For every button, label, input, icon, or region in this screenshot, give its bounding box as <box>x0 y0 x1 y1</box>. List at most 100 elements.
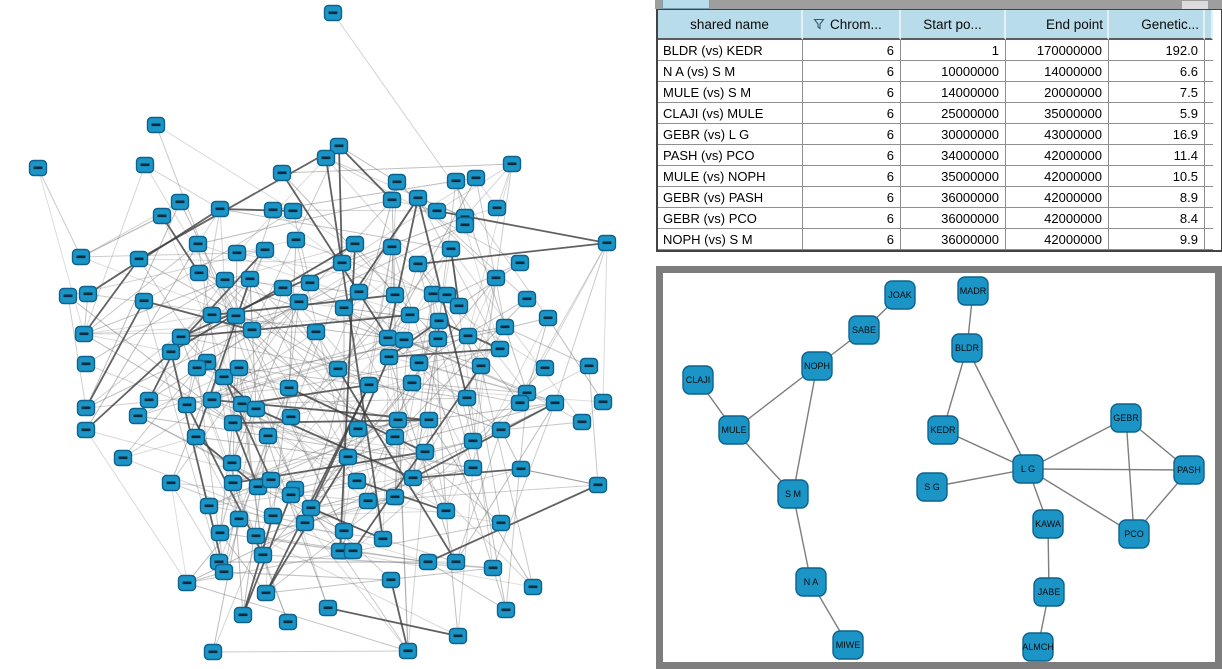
network-node-bldr[interactable] <box>951 333 983 363</box>
panel-tab-fragment[interactable] <box>662 0 710 9</box>
table-cell[interactable]: 14000000 <box>901 82 1006 103</box>
network-node-s-m[interactable] <box>777 479 809 509</box>
table-cell[interactable]: 42000000 <box>1006 166 1109 187</box>
table-cell[interactable]: 170000000 <box>1006 40 1109 61</box>
node-label: MULE <box>721 425 746 435</box>
table-cell[interactable]: 8.9 <box>1109 187 1205 208</box>
network-node-kedr[interactable] <box>927 415 959 445</box>
node-label-smudge <box>247 328 257 332</box>
table-cell[interactable]: 6 <box>803 145 901 166</box>
table-cell[interactable]: 35000000 <box>901 166 1006 187</box>
node-label-smudge <box>288 209 298 213</box>
table-cell[interactable]: 6 <box>803 124 901 145</box>
table-cell-shared-name[interactable]: NOPH (vs) S M <box>658 229 803 250</box>
table-cell[interactable]: 8.4 <box>1109 208 1205 229</box>
table-cell[interactable]: 42000000 <box>1006 145 1109 166</box>
table-cell[interactable]: 20000000 <box>1006 82 1109 103</box>
node-label-smudge <box>602 241 612 245</box>
table-cell[interactable]: 192.0 <box>1109 40 1205 61</box>
network-node-gebr[interactable] <box>1110 403 1142 433</box>
table-cell[interactable]: 6 <box>803 61 901 82</box>
table-cell-shared-name[interactable]: CLAJI (vs) MULE <box>658 103 803 124</box>
table-cell[interactable]: 1 <box>901 40 1006 61</box>
network-node-pco[interactable] <box>1118 519 1150 549</box>
network-node-sabe[interactable] <box>848 315 880 345</box>
table-cell[interactable]: 11.4 <box>1109 145 1205 166</box>
network-node-madr[interactable] <box>957 276 989 306</box>
node-label-smudge <box>516 467 526 471</box>
table-cell[interactable]: 42000000 <box>1006 229 1109 250</box>
network-node-pash[interactable] <box>1173 455 1205 485</box>
table-cell[interactable]: 6 <box>803 40 901 61</box>
column-header-genetic[interactable]: Genetic... <box>1109 10 1205 40</box>
network-node-miwe[interactable] <box>832 630 864 660</box>
node-label-smudge <box>182 581 192 585</box>
table-cell[interactable]: 36000000 <box>901 187 1006 208</box>
table-cell[interactable]: 6 <box>803 187 901 208</box>
column-header-chrom[interactable]: Chrom... <box>803 10 901 40</box>
table-cell[interactable]: 10000000 <box>901 61 1006 82</box>
table-cell-shared-name[interactable]: N A (vs) S M <box>658 61 803 82</box>
table-cell[interactable]: 10.5 <box>1109 166 1205 187</box>
node-label-smudge <box>251 407 261 411</box>
network-edge <box>357 428 384 540</box>
network-edge <box>464 163 513 218</box>
table-cell[interactable]: 6 <box>803 229 901 250</box>
network-edge <box>83 258 140 335</box>
network-node-n-a[interactable] <box>795 567 827 597</box>
network-node-s-g[interactable] <box>916 472 948 502</box>
table-cell[interactable]: 6.6 <box>1109 61 1205 82</box>
node-label-smudge <box>352 479 362 483</box>
network-edge <box>238 367 468 399</box>
table-cell[interactable]: 25000000 <box>901 103 1006 124</box>
table-cell[interactable]: 6 <box>803 103 901 124</box>
table-cell[interactable]: 42000000 <box>1006 208 1109 229</box>
table-cell[interactable]: 5.9 <box>1109 103 1205 124</box>
scrollbar-fragment[interactable] <box>1182 1 1208 9</box>
node-label-smudge <box>468 466 478 470</box>
table-cell[interactable]: 36000000 <box>901 229 1006 250</box>
detail-network-canvas[interactable]: JOAK MADR SABE BLDR NOPH CLAJI MULE KEDR GEBR L G… <box>663 273 1215 662</box>
table-cell[interactable]: 36000000 <box>901 208 1006 229</box>
network-edge <box>495 163 513 279</box>
table-cell-shared-name[interactable]: GEBR (vs) PCO <box>658 208 803 229</box>
table-cell[interactable]: 34000000 <box>901 145 1006 166</box>
network-node-claji[interactable] <box>682 365 714 395</box>
overview-network-canvas[interactable] <box>0 0 655 669</box>
node-label-smudge <box>208 650 218 654</box>
table-cell[interactable]: 9.9 <box>1109 229 1205 250</box>
node-label-smudge <box>231 314 241 318</box>
column-header-end-point[interactable]: End point <box>1006 10 1109 40</box>
network-edge <box>325 157 521 264</box>
table-cell[interactable]: 30000000 <box>901 124 1006 145</box>
table-cell[interactable]: 6 <box>803 82 901 103</box>
node-label-smudge <box>492 206 502 210</box>
network-node-l-g[interactable] <box>1012 454 1044 484</box>
table-cell-shared-name[interactable]: GEBR (vs) L G <box>658 124 803 145</box>
column-header-shared-name[interactable]: shared name <box>658 10 803 40</box>
table-cell-shared-name[interactable]: MULE (vs) S M <box>658 82 803 103</box>
table-cell[interactable]: 14000000 <box>1006 61 1109 82</box>
table-cell-shared-name[interactable]: PASH (vs) PCO <box>658 145 803 166</box>
network-edge <box>288 239 297 389</box>
network-node-mule[interactable] <box>718 415 750 445</box>
network-node-jabe[interactable] <box>1033 577 1065 607</box>
table-cell-truncated <box>1205 61 1213 82</box>
network-node-joak[interactable] <box>884 280 916 310</box>
table-cell-shared-name[interactable]: GEBR (vs) PASH <box>658 187 803 208</box>
table-cell[interactable]: 6 <box>803 208 901 229</box>
network-node-kawa[interactable] <box>1032 509 1064 539</box>
network-node-noph[interactable] <box>801 351 833 381</box>
table-cell[interactable]: 16.9 <box>1109 124 1205 145</box>
table-cell-shared-name[interactable]: MULE (vs) NOPH <box>658 166 803 187</box>
table-cell[interactable]: 43000000 <box>1006 124 1109 145</box>
table-cell[interactable]: 35000000 <box>1006 103 1109 124</box>
network-edge <box>450 248 583 423</box>
table-cell[interactable]: 7.5 <box>1109 82 1205 103</box>
node-label-smudge <box>191 435 201 439</box>
table-cell[interactable]: 6 <box>803 166 901 187</box>
network-node-almch[interactable] <box>1022 632 1054 662</box>
column-header-start-po[interactable]: Start po... <box>901 10 1006 40</box>
table-cell-shared-name[interactable]: BLDR (vs) KEDR <box>658 40 803 61</box>
table-cell[interactable]: 42000000 <box>1006 187 1109 208</box>
